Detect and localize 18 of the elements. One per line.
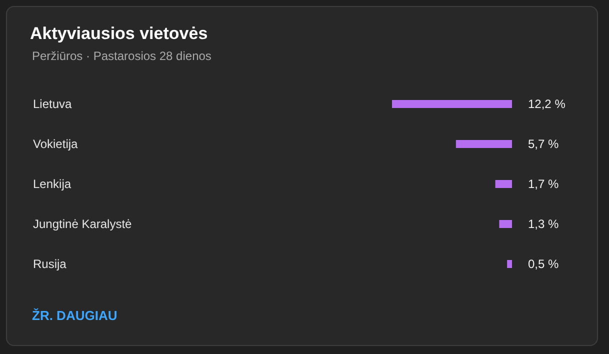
data-label: 1,3 %: [528, 217, 560, 231]
text: ŽR. DAUGIAU: [32, 308, 118, 323]
bar: [456, 140, 512, 148]
bar: [392, 100, 512, 108]
y-tick-label: Lenkija: [33, 177, 72, 192]
y-tick-label: Jungtinė Karalystė: [33, 217, 132, 232]
bar: [499, 220, 512, 228]
data-label: 5,7 %: [528, 137, 560, 151]
y-tick-label: Rusija: [33, 257, 67, 272]
text: Peržiūros · Pastarosios 28 dienos: [32, 49, 212, 63]
text: Aktyviausios vietovės: [30, 24, 208, 43]
y-tick-label: Vokietija: [33, 137, 78, 152]
data-label: 12,2 %: [528, 97, 566, 111]
bar: [495, 180, 512, 188]
data-label: 1,7 %: [528, 177, 560, 191]
y-tick-label: Lietuva: [33, 97, 72, 112]
bar: [507, 260, 512, 268]
data-label: 0,5 %: [528, 257, 560, 271]
